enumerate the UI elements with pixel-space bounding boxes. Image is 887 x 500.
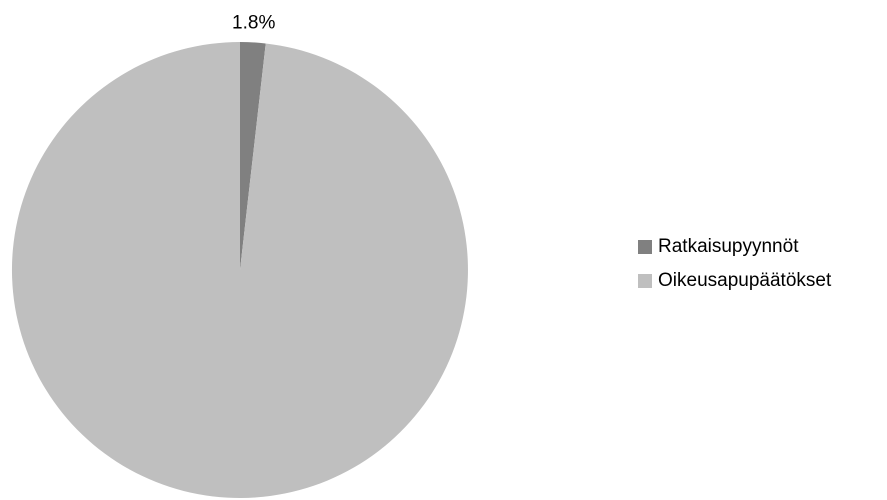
legend-swatch-icon	[638, 274, 652, 288]
data-label-ratkaisupyynnot: 1.8%	[232, 12, 275, 33]
chart-legend: Ratkaisupyynnöt Oikeusapupäätökset	[638, 230, 883, 298]
pie-slice-ratkaisupyynnot	[240, 42, 266, 270]
legend-item-oikeusapupaatokset: Oikeusapupäätökset	[638, 264, 883, 298]
pie-slice-oikeusapupaatokset	[11, 42, 468, 498]
legend-label: Oikeusapupäätökset	[658, 270, 832, 291]
legend-label: Ratkaisupyynnöt	[658, 236, 799, 257]
legend-item-ratkaisupyynnot: Ratkaisupyynnöt	[638, 230, 883, 264]
legend-swatch-icon	[638, 240, 652, 254]
